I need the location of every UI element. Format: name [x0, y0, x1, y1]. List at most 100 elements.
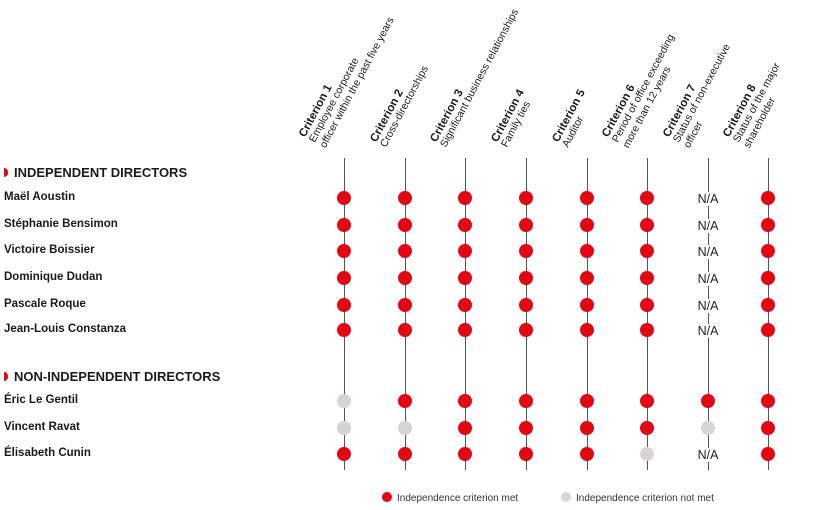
- criterion-met-dot: [337, 298, 351, 312]
- legend-met: Independence criterion met: [382, 492, 518, 504]
- criterion-met-dot: [398, 271, 412, 285]
- criterion-met-dot: [640, 271, 654, 285]
- legend-not-met-label: Independence criterion not met: [576, 493, 714, 504]
- criterion-not-met-dot: [398, 421, 412, 435]
- not-applicable-label: N/A: [688, 192, 728, 206]
- director-name: Vincent Ravat: [4, 421, 80, 433]
- criterion-met-dot: [761, 323, 775, 337]
- criterion-met-dot: [519, 298, 533, 312]
- criterion-met-dot: [519, 218, 533, 232]
- criterion-4-header: Criterion 4 Family ties: [489, 88, 537, 150]
- criterion-not-met-dot: [640, 447, 654, 461]
- criterion-met-dot: [761, 218, 775, 232]
- criterion-2-header: Criterion 2 Cross-directorships: [368, 59, 431, 150]
- criterion-not-met-dot: [701, 421, 715, 435]
- director-name: Élisabeth Cunin: [4, 447, 91, 459]
- criterion-met-dot: [580, 447, 594, 461]
- section-title-text: INDEPENDENT DIRECTORS: [14, 165, 188, 180]
- director-name: Pascale Roque: [4, 298, 86, 310]
- criterion-met-dot: [398, 191, 412, 205]
- criterion-met-dot: [458, 218, 472, 232]
- criterion-met-dot: [580, 191, 594, 205]
- criterion-5-line: [586, 158, 588, 470]
- criterion-met-dot: [640, 394, 654, 408]
- criterion-met-dot: [398, 394, 412, 408]
- not-applicable-label: N/A: [688, 448, 728, 462]
- criterion-met-dot: [640, 244, 654, 258]
- not-applicable-label: N/A: [688, 272, 728, 286]
- criterion-met-dot: [761, 271, 775, 285]
- criterion-met-dot: [640, 191, 654, 205]
- criterion-7-line: [707, 158, 709, 470]
- criterion-met-dot: [580, 421, 594, 435]
- director-name: Maël Aoustin: [4, 191, 76, 203]
- criterion-2-line: [404, 158, 406, 470]
- criterion-met-dot: [458, 191, 472, 205]
- criterion-met-dot: [519, 191, 533, 205]
- criterion-met-dot: [761, 394, 775, 408]
- section-marker-icon: [4, 168, 8, 177]
- criterion-met-dot: [337, 447, 351, 461]
- legend-met-dot: [382, 492, 392, 502]
- section-title-text: NON-INDEPENDENT DIRECTORS: [14, 369, 221, 384]
- criterion-met-dot: [580, 218, 594, 232]
- criterion-met-dot: [458, 447, 472, 461]
- criterion-met-dot: [580, 298, 594, 312]
- criterion-met-dot: [580, 323, 594, 337]
- criterion-met-dot: [519, 447, 533, 461]
- criterion-met-dot: [458, 244, 472, 258]
- director-name: Victoire Boissier: [4, 244, 95, 256]
- criterion-met-dot: [519, 421, 533, 435]
- section-marker-icon: [4, 372, 8, 381]
- legend-met-label: Independence criterion met: [397, 493, 519, 504]
- not-applicable-label: N/A: [688, 299, 728, 313]
- director-name: Stéphanie Bensimon: [4, 218, 118, 230]
- criterion-met-dot: [640, 218, 654, 232]
- director-name: Dominique Dudan: [4, 271, 103, 283]
- criterion-met-dot: [458, 421, 472, 435]
- criterion-met-dot: [398, 447, 412, 461]
- criterion-met-dot: [519, 323, 533, 337]
- criterion-met-dot: [398, 218, 412, 232]
- criterion-met-dot: [640, 323, 654, 337]
- criterion-met-dot: [458, 394, 472, 408]
- not-applicable-label: N/A: [688, 219, 728, 233]
- criterion-met-dot: [580, 244, 594, 258]
- criterion-met-dot: [337, 191, 351, 205]
- criterion-met-dot: [701, 394, 715, 408]
- criterion-6-line: [646, 158, 648, 470]
- criterion-met-dot: [458, 298, 472, 312]
- criterion-met-dot: [580, 271, 594, 285]
- criterion-met-dot: [398, 298, 412, 312]
- criterion-met-dot: [337, 323, 351, 337]
- criterion-3-line: [464, 158, 466, 470]
- criterion-met-dot: [458, 271, 472, 285]
- criterion-met-dot: [640, 421, 654, 435]
- criterion-met-dot: [337, 244, 351, 258]
- criterion-met-dot: [761, 447, 775, 461]
- criterion-met-dot: [761, 244, 775, 258]
- criterion-1-line: [343, 158, 345, 470]
- not-applicable-label: N/A: [688, 245, 728, 259]
- director-name: Jean-Louis Constanza: [4, 323, 127, 335]
- section-title: INDEPENDENT DIRECTORS: [4, 165, 187, 180]
- legend-not-met-dot: [561, 492, 571, 502]
- criterion-met-dot: [761, 421, 775, 435]
- criterion-met-dot: [519, 394, 533, 408]
- criterion-8-line: [767, 158, 769, 470]
- criterion-met-dot: [519, 244, 533, 258]
- not-applicable-label: N/A: [688, 324, 728, 338]
- criterion-met-dot: [337, 271, 351, 285]
- criterion-not-met-dot: [337, 394, 351, 408]
- criterion-met-dot: [398, 244, 412, 258]
- criterion-met-dot: [580, 394, 594, 408]
- section-title: NON-INDEPENDENT DIRECTORS: [4, 369, 220, 384]
- criterion-met-dot: [458, 323, 472, 337]
- criterion-met-dot: [337, 218, 351, 232]
- criterion-4-line: [525, 158, 527, 470]
- criterion-met-dot: [640, 298, 654, 312]
- legend-not-met: Independence criterion not met: [561, 492, 714, 504]
- criterion-5-header: Criterion 5 Auditor: [550, 88, 598, 150]
- criterion-met-dot: [398, 323, 412, 337]
